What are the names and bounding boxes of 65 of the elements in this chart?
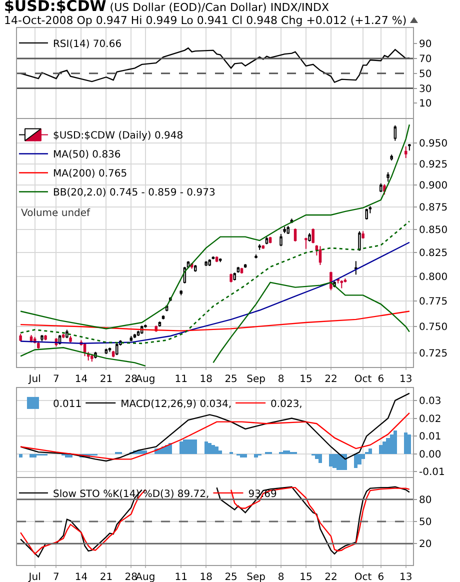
- y-tick-label: 0.850: [419, 224, 448, 236]
- y-tick-label: 0.01: [419, 432, 442, 443]
- x-tick-label: 7: [53, 374, 60, 385]
- y-tick-label: 0.900: [419, 180, 448, 192]
- legend-label: MA(50) 0.836: [52, 150, 121, 161]
- legend-label: 0.023,: [270, 398, 302, 410]
- y-tick-label: 50: [419, 517, 432, 528]
- y-tick-label: 0.03: [419, 396, 442, 407]
- x-tick-label: 7: [53, 572, 60, 582]
- x-tick-label: 22: [324, 374, 338, 385]
- y-tick-label: 0.750: [419, 322, 448, 334]
- x-tick-label: 21: [100, 374, 113, 385]
- y-tick-label: 30: [419, 84, 432, 95]
- x-tick-label: 6: [378, 374, 384, 385]
- y-tick-label: 0.950: [419, 138, 448, 150]
- y-tick-label: 0.800: [419, 272, 448, 284]
- x-tick-label: Sep: [246, 572, 266, 582]
- y-tick-label: 0.775: [419, 296, 448, 308]
- x-tick-label: 28: [124, 374, 138, 385]
- y-tick-label: -0.01: [419, 467, 445, 478]
- y-tick-label: 90: [419, 39, 432, 50]
- x-tick-label: 21: [100, 572, 113, 582]
- x-tick-label: 14: [74, 374, 88, 385]
- x-tick-label: 6: [378, 572, 384, 582]
- x-tick-label: Aug: [136, 572, 156, 582]
- y-tick-label: 0.02: [419, 414, 442, 425]
- x-tick-label: 28: [124, 572, 138, 582]
- y-tick-label: 0.925: [419, 159, 448, 170]
- chart-subtitle: 14-Oct-2008 Op 0.947 Hi 0.949 Lo 0.941 Cl 0.948 Chg +0.012 (+1.27 %): [4, 14, 407, 27]
- x-tick-label: 13: [399, 374, 412, 385]
- y-tick-label: 50: [419, 68, 432, 80]
- x-tick-label: 25: [224, 572, 238, 582]
- legend-label: 0.011: [52, 398, 82, 410]
- y-tick-label: 80: [419, 494, 432, 506]
- x-tick-label: 15: [300, 374, 312, 385]
- x-tick-label: 8: [278, 572, 284, 582]
- legend-label: RSI(14) 70.66: [52, 38, 122, 50]
- x-tick-label: 18: [200, 374, 212, 385]
- y-tick-label: 0.725: [419, 348, 448, 360]
- x-tick-label: 14: [74, 572, 88, 582]
- y-tick-label: 20: [419, 539, 432, 550]
- x-tick-label: 22: [324, 572, 338, 582]
- legend-label: MA(200) 0.765: [52, 168, 128, 180]
- x-tick-label: 13: [399, 572, 412, 582]
- legend-label: $USD:$CDW (Daily) 0.948: [52, 130, 184, 142]
- x-tick-label: 25: [224, 374, 238, 385]
- x-tick-label: 15: [300, 572, 312, 582]
- x-tick-label: 11: [174, 374, 188, 385]
- y-tick-label: 70: [419, 54, 432, 65]
- x-tick-label: 8: [278, 374, 284, 385]
- x-tick-label: Aug: [136, 374, 156, 385]
- x-tick-label: 11: [174, 572, 188, 582]
- legend-label: MACD(12,26,9) 0.034,: [120, 398, 232, 410]
- x-tick-label: Jul: [28, 374, 41, 385]
- y-tick-label: 0.875: [419, 202, 448, 214]
- y-tick-label: 10: [419, 98, 432, 110]
- y-tick-label: 0.825: [419, 248, 448, 260]
- x-tick-label: Jul: [28, 572, 41, 582]
- x-tick-label: Oct: [354, 374, 372, 385]
- y-tick-label: 0.00: [419, 449, 442, 460]
- x-tick-label: Oct: [354, 572, 372, 582]
- x-tick-label: Sep: [246, 374, 266, 385]
- annotation: Volume undef: [21, 208, 91, 219]
- legend-label: BB(20,2.0) 0.745 - 0.859 - 0.973: [52, 188, 216, 199]
- x-tick-label: 18: [200, 572, 212, 582]
